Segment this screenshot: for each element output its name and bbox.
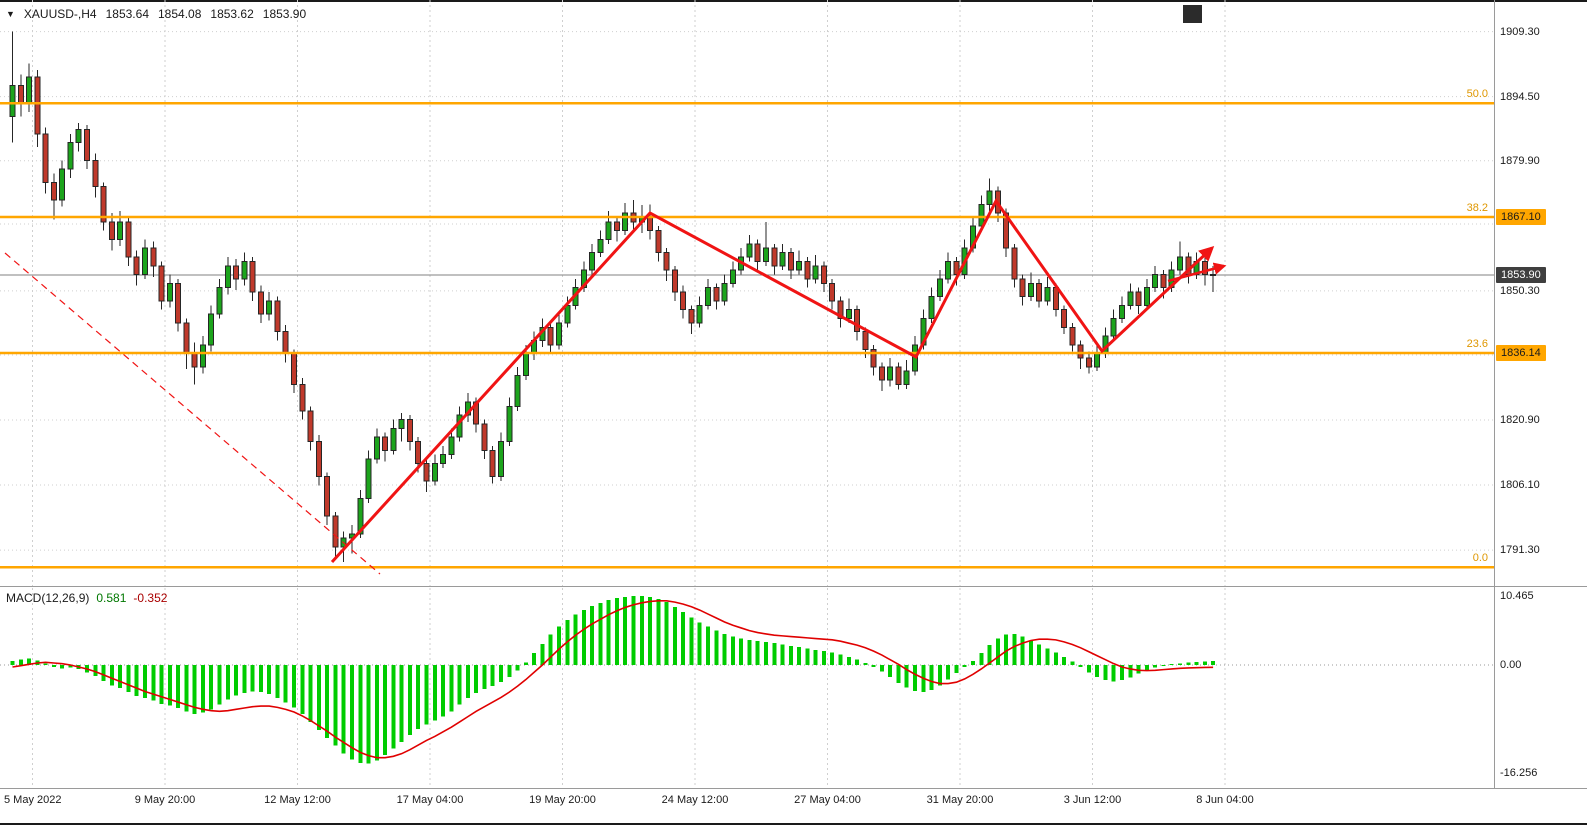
time-tick-label: 5 May 2022 [4, 794, 62, 806]
fib-level-label: 0.0 [1472, 552, 1488, 565]
time-tick-label: 27 May 04:00 [794, 794, 861, 806]
price-tick-label: 1850.30 [1500, 284, 1540, 297]
ohlc-high: 1854.08 [158, 7, 202, 21]
price-tick-label: 1879.90 [1500, 154, 1540, 167]
vertical-gridlines-macd [32, 588, 1226, 788]
symbol-label: XAUUSD-,H4 [23, 7, 97, 21]
time-tick-label: 9 May 20:00 [134, 794, 196, 806]
macd-tick-label: 0.00 [1500, 659, 1522, 671]
ohlc-low: 1853.62 [210, 7, 254, 21]
time-tick-label: 3 Jun 12:00 [1063, 794, 1122, 806]
time-tick-label: 12 May 12:00 [264, 794, 331, 806]
price-tick-label: 1820.90 [1500, 414, 1540, 426]
chart-shift-marker[interactable] [1183, 5, 1202, 23]
zigzag-trend-arrow[interactable] [330, 198, 1215, 564]
macd-chart[interactable] [0, 588, 1494, 788]
price-chart[interactable] [0, 0, 1494, 586]
fib-level-label: 50.0 [1466, 88, 1488, 101]
fib-level-label: 23.6 [1466, 338, 1488, 351]
fib-price-tag: 1867.10 [1496, 209, 1546, 225]
macd-histogram [10, 595, 1216, 764]
chart-header: ▼ XAUUSD-,H4 1853.64 1854.08 1853.62 185… [6, 7, 306, 21]
time-tick-label: 8 Jun 04:00 [1196, 794, 1254, 806]
horizontal-gridlines [0, 31, 1494, 551]
fib-price-tag: 1836.14 [1496, 345, 1546, 362]
window-bottom-border [0, 823, 1587, 825]
macd-indicator-label: MACD(12,26,9) 0.581 -0.352 [6, 591, 167, 605]
macd-signal-value: -0.352 [133, 591, 168, 605]
current-price-tag: 1853.90 [1496, 267, 1546, 283]
short-trend-arrow[interactable] [1167, 262, 1227, 283]
macd-tick-label: -16.256 [1500, 766, 1538, 779]
macd-main-value: 0.581 [96, 591, 127, 605]
macd-signal-line [12, 600, 1214, 759]
price-tick-label: 1791.30 [1500, 544, 1540, 557]
macd-tick-label: 10.465 [1500, 589, 1534, 602]
chart-symbol-marker-icon: ▼ [6, 9, 15, 19]
window-top-border [0, 0, 1587, 2]
time-tick-label: 31 May 20:00 [926, 794, 994, 806]
time-tick-label: 24 May 12:00 [661, 794, 729, 806]
price-tick-label: 1894.50 [1500, 90, 1540, 103]
time-tick-label: 19 May 20:00 [529, 794, 596, 806]
time-tick-label: 17 May 04:00 [396, 794, 464, 806]
descending-trendline[interactable] [4, 252, 381, 575]
ohlc-close: 1853.90 [262, 7, 307, 21]
pane-separator-bottom[interactable] [0, 788, 1587, 789]
ohlc-open: 1853.64 [105, 7, 149, 21]
fibonacci-lines[interactable] [0, 101, 1494, 569]
price-tick-label: 1806.10 [1500, 479, 1540, 492]
fib-level-label: 38.2 [1466, 202, 1488, 214]
price-axis-separator [1494, 0, 1495, 789]
candles-layer [9, 31, 1217, 562]
pane-separator-top[interactable] [0, 586, 1587, 587]
macd-name: MACD(12,26,9) [6, 591, 90, 605]
price-tick-label: 1909.30 [1500, 25, 1540, 38]
